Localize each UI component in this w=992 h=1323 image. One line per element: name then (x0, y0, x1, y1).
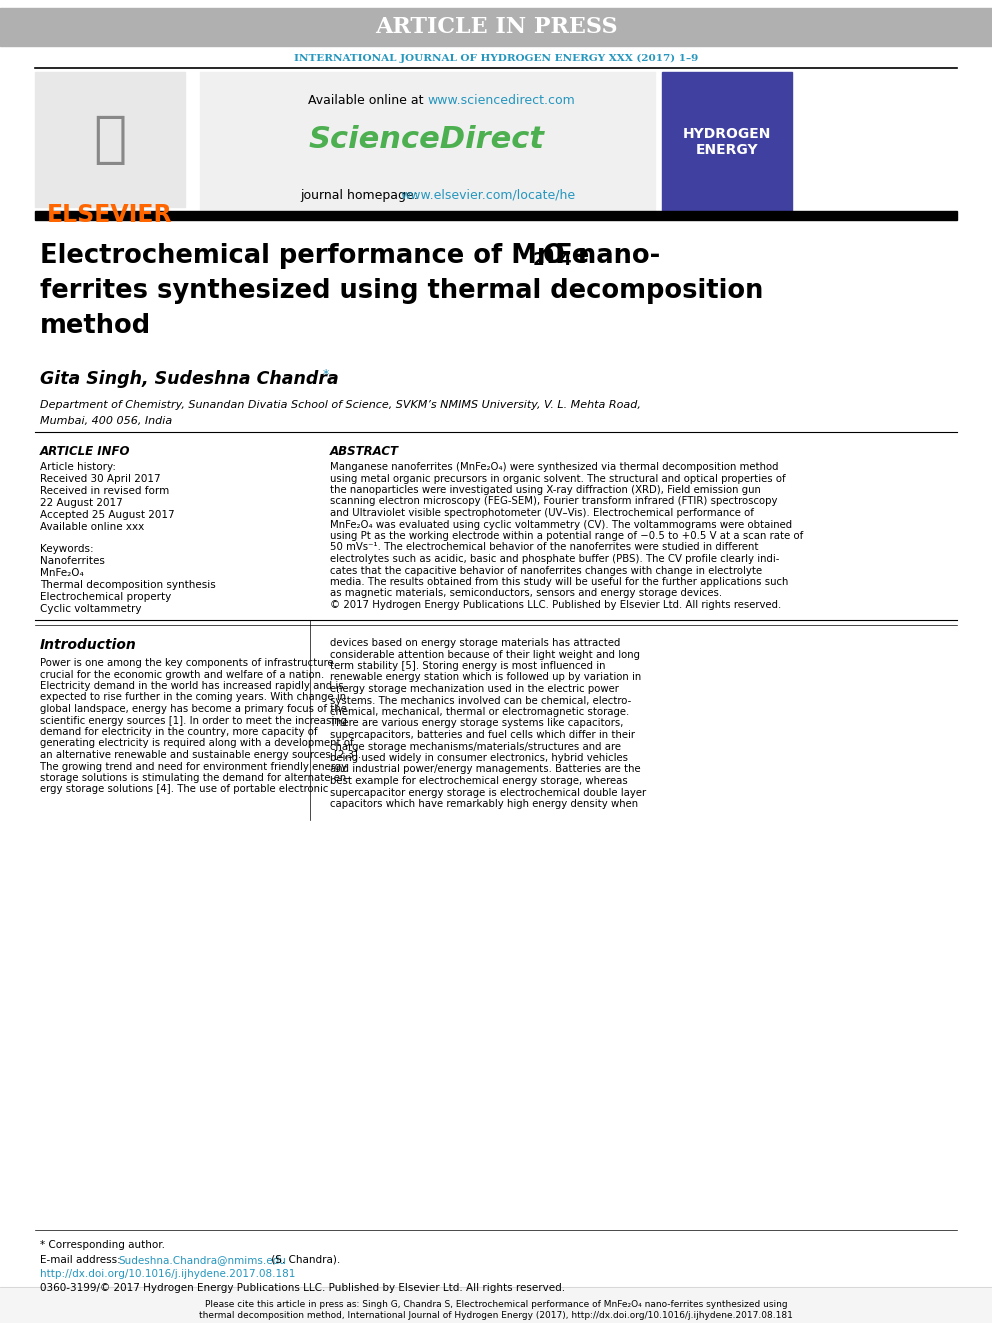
Text: *: * (323, 368, 329, 381)
Text: ferrites synthesized using thermal decomposition: ferrites synthesized using thermal decom… (40, 278, 764, 304)
Text: 22 August 2017: 22 August 2017 (40, 497, 123, 508)
Text: Electricity demand in the world has increased rapidly and is: Electricity demand in the world has incr… (40, 681, 343, 691)
Text: journal homepage:: journal homepage: (300, 188, 422, 201)
Text: supercapacitors, batteries and fuel cells which differ in their: supercapacitors, batteries and fuel cell… (330, 730, 635, 740)
Text: O: O (543, 243, 564, 269)
Text: chemical, mechanical, thermal or electromagnetic storage.: chemical, mechanical, thermal or electro… (330, 706, 629, 717)
Text: www.sciencedirect.com: www.sciencedirect.com (427, 94, 574, 106)
Text: Cyclic voltammetry: Cyclic voltammetry (40, 605, 142, 614)
Text: and Ultraviolet visible spectrophotometer (UV–Vis). Electrochemical performance : and Ultraviolet visible spectrophotomete… (330, 508, 754, 519)
Text: Sudeshna.Chandra@nmims.edu: Sudeshna.Chandra@nmims.edu (118, 1256, 286, 1265)
Text: ELSEVIER: ELSEVIER (48, 202, 173, 228)
Text: electrolytes such as acidic, basic and phosphate buffer (PBS). The CV profile cl: electrolytes such as acidic, basic and p… (330, 554, 780, 564)
Bar (35, 71, 185, 206)
Text: capacitors which have remarkably high energy density when: capacitors which have remarkably high en… (330, 799, 638, 808)
Text: (S. Chandra).: (S. Chandra). (268, 1256, 340, 1265)
Text: ARTICLE IN PRESS: ARTICLE IN PRESS (375, 16, 617, 38)
Text: ScienceDirect: ScienceDirect (309, 126, 545, 155)
Text: www.elsevier.com/locate/he: www.elsevier.com/locate/he (400, 188, 575, 201)
Text: ARTICLE INFO: ARTICLE INFO (40, 445, 131, 458)
Text: scientific energy sources [1]. In order to meet the increasing: scientific energy sources [1]. In order … (40, 716, 347, 725)
Text: E-mail address:: E-mail address: (40, 1256, 124, 1265)
Text: Introduction: Introduction (40, 638, 137, 652)
Bar (662, 71, 792, 212)
Text: expected to rise further in the coming years. With change in: expected to rise further in the coming y… (40, 692, 346, 703)
Text: global landspace, energy has become a primary focus of the: global landspace, energy has become a pr… (40, 704, 347, 714)
Text: Mumbai, 400 056, India: Mumbai, 400 056, India (40, 415, 173, 426)
Text: Received in revised form: Received in revised form (40, 486, 170, 496)
Text: Thermal decomposition synthesis: Thermal decomposition synthesis (40, 579, 215, 590)
Text: charge storage mechanisms/materials/structures and are: charge storage mechanisms/materials/stru… (330, 741, 621, 751)
Text: HYDROGEN
ENERGY: HYDROGEN ENERGY (682, 127, 771, 157)
Bar (0, 8, 992, 46)
Text: There are various energy storage systems like capacitors,: There are various energy storage systems… (330, 718, 623, 729)
Text: renewable energy station which is followed up by variation in: renewable energy station which is follow… (330, 672, 641, 683)
Bar (35, 210, 957, 220)
Text: * Corresponding author.: * Corresponding author. (40, 1240, 165, 1250)
Text: an alternative renewable and sustainable energy sources [2,3].: an alternative renewable and sustainable… (40, 750, 361, 759)
Text: media. The results obtained from this study will be useful for the further appli: media. The results obtained from this st… (330, 577, 789, 587)
Text: MnFe₂O₄ was evaluated using cyclic voltammetry (CV). The voltammograms were obta: MnFe₂O₄ was evaluated using cyclic volta… (330, 520, 793, 529)
Text: nano-: nano- (569, 243, 661, 269)
Text: 50 mVs⁻¹. The electrochemical behavior of the nanoferrites were studied in diffe: 50 mVs⁻¹. The electrochemical behavior o… (330, 542, 759, 553)
Text: being used widely in consumer electronics, hybrid vehicles: being used widely in consumer electronic… (330, 753, 628, 763)
Text: cates that the capacitive behavior of nanoferrites changes with change in electr: cates that the capacitive behavior of na… (330, 565, 762, 576)
Text: Electrochemical property: Electrochemical property (40, 591, 172, 602)
Text: best example for electrochemical energy storage, whereas: best example for electrochemical energy … (330, 777, 628, 786)
Text: 🌳: 🌳 (93, 112, 127, 167)
Text: term stability [5]. Storing energy is most influenced in: term stability [5]. Storing energy is mo… (330, 662, 605, 671)
Text: The growing trend and need for environment friendly energy: The growing trend and need for environme… (40, 762, 347, 771)
Text: Article history:: Article history: (40, 462, 116, 472)
Text: Please cite this article in press as: Singh G, Chandra S, Electrochemical perfor: Please cite this article in press as: Si… (204, 1301, 788, 1308)
Text: systems. The mechanics involved can be chemical, electro-: systems. The mechanics involved can be c… (330, 696, 631, 705)
Text: Keywords:: Keywords: (40, 544, 93, 554)
Text: method: method (40, 314, 151, 339)
Text: MnFe₂O₄: MnFe₂O₄ (40, 568, 83, 578)
Bar (200, 71, 655, 212)
Text: Available online xxx: Available online xxx (40, 523, 144, 532)
Text: http://dx.doi.org/10.1016/j.ijhydene.2017.08.181: http://dx.doi.org/10.1016/j.ijhydene.201… (40, 1269, 296, 1279)
Text: © 2017 Hydrogen Energy Publications LLC. Published by Elsevier Ltd. All rights r: © 2017 Hydrogen Energy Publications LLC.… (330, 601, 782, 610)
Bar (0, 1287, 992, 1323)
Text: crucial for the economic growth and welfare of a nation.: crucial for the economic growth and welf… (40, 669, 324, 680)
Text: demand for electricity in the country, more capacity of: demand for electricity in the country, m… (40, 728, 317, 737)
Text: devices based on energy storage materials has attracted: devices based on energy storage material… (330, 638, 620, 648)
Text: INTERNATIONAL JOURNAL OF HYDROGEN ENERGY XXX (2017) 1–9: INTERNATIONAL JOURNAL OF HYDROGEN ENERGY… (294, 53, 698, 62)
Text: and industrial power/energy managements. Batteries are the: and industrial power/energy managements.… (330, 765, 641, 774)
Text: Electrochemical performance of MnFe: Electrochemical performance of MnFe (40, 243, 589, 269)
Text: Department of Chemistry, Sunandan Divatia School of Science, SVKM’s NMIMS Univer: Department of Chemistry, Sunandan Divati… (40, 400, 641, 410)
Text: Manganese nanoferrites (MnFe₂O₄) were synthesized via thermal decomposition meth: Manganese nanoferrites (MnFe₂O₄) were sy… (330, 462, 779, 472)
Text: generating electricity is required along with a development of: generating electricity is required along… (40, 738, 353, 749)
Text: 0360-3199/© 2017 Hydrogen Energy Publications LLC. Published by Elsevier Ltd. Al: 0360-3199/© 2017 Hydrogen Energy Publica… (40, 1283, 565, 1293)
Text: Accepted 25 August 2017: Accepted 25 August 2017 (40, 509, 175, 520)
Text: ABSTRACT: ABSTRACT (330, 445, 399, 458)
Text: scanning electron microscopy (FEG-SEM), Fourier transform infrared (FTIR) spectr: scanning electron microscopy (FEG-SEM), … (330, 496, 778, 507)
Text: supercapacitor energy storage is electrochemical double layer: supercapacitor energy storage is electro… (330, 787, 646, 798)
Text: Available online at: Available online at (308, 94, 427, 106)
Text: Gita Singh, Sudeshna Chandra: Gita Singh, Sudeshna Chandra (40, 370, 338, 388)
Text: considerable attention because of their light weight and long: considerable attention because of their … (330, 650, 640, 659)
Text: energy storage mechanization used in the electric power: energy storage mechanization used in the… (330, 684, 619, 695)
Text: Nanoferrites: Nanoferrites (40, 556, 105, 566)
Text: ergy storage solutions [4]. The use of portable electronic: ergy storage solutions [4]. The use of p… (40, 785, 328, 795)
Text: storage solutions is stimulating the demand for alternate en-: storage solutions is stimulating the dem… (40, 773, 350, 783)
Text: the nanoparticles were investigated using X-ray diffraction (XRD), Field emissio: the nanoparticles were investigated usin… (330, 486, 761, 495)
Text: 4: 4 (559, 251, 570, 269)
Text: using metal organic precursors in organic solvent. The structural and optical pr: using metal organic precursors in organi… (330, 474, 786, 483)
Text: 2: 2 (533, 251, 545, 269)
Text: Power is one among the key components of infrastructure: Power is one among the key components of… (40, 658, 333, 668)
Text: using Pt as the working electrode within a potential range of −0.5 to +0.5 V at : using Pt as the working electrode within… (330, 531, 804, 541)
Text: thermal decomposition method, International Journal of Hydrogen Energy (2017), h: thermal decomposition method, Internatio… (199, 1311, 793, 1320)
Text: as magnetic materials, semiconductors, sensors and energy storage devices.: as magnetic materials, semiconductors, s… (330, 589, 722, 598)
Text: Received 30 April 2017: Received 30 April 2017 (40, 474, 161, 484)
